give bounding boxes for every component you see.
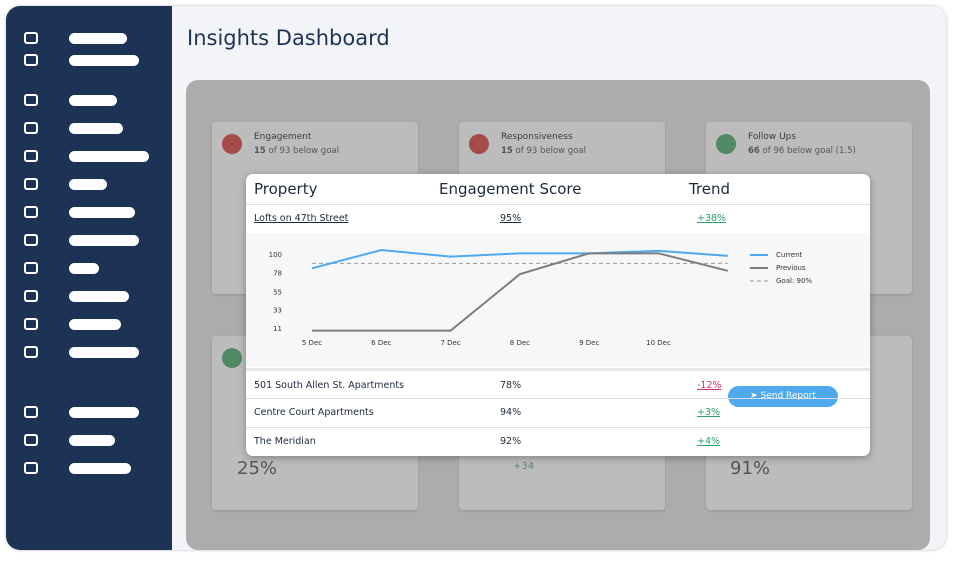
series-line (311, 248, 728, 270)
nav-item[interactable] (69, 263, 99, 274)
nav-icon[interactable] (24, 32, 38, 44)
status-icon (222, 134, 242, 154)
table-row[interactable]: Centre Court Apartments 94% +3% (246, 398, 870, 428)
score: 95% (500, 213, 522, 224)
nav-item[interactable] (69, 347, 139, 358)
nav-item[interactable] (69, 179, 107, 190)
property-name[interactable]: Lofts on 47th Street (254, 213, 349, 224)
nav-icon[interactable] (24, 234, 38, 246)
trend: -12% (697, 380, 722, 391)
nav-icon[interactable] (24, 462, 38, 474)
nav-item[interactable] (69, 151, 149, 162)
x-tick-label: 7 Dec (440, 339, 460, 347)
legend-label: Goal: 90% (776, 277, 812, 285)
x-tick-label: 6 Dec (371, 339, 391, 347)
score: 92% (500, 436, 522, 447)
card-title: Responsiveness (501, 132, 573, 142)
nav-item[interactable] (69, 407, 139, 418)
legend-label: Current (776, 251, 803, 259)
property-popup: Property Engagement Score Trend Lofts on… (246, 174, 870, 456)
nav-item[interactable] (69, 207, 135, 218)
nav-item[interactable] (69, 319, 121, 330)
card-count: 15 (501, 146, 513, 156)
y-tick-label: 100 (269, 251, 282, 259)
series-line (312, 252, 729, 332)
line-chart: 100 78 55 33 11 5 Dec 6 Dec 7 Dec 8 Dec 9 Dec 10 D… (269, 248, 812, 347)
x-tick-label: 5 Dec (302, 339, 322, 347)
property-name[interactable]: Centre Court Apartments (254, 407, 374, 418)
card-summary: 66 of 96 below goal (1.5) (748, 146, 856, 156)
nav-item[interactable] (69, 435, 115, 446)
y-tick-label: 78 (273, 269, 282, 277)
y-tick-label: 33 (273, 307, 282, 315)
x-tick-label: 8 Dec (510, 339, 530, 347)
property-name[interactable]: 501 South Allen St. Apartments (254, 380, 405, 391)
nav-icon[interactable] (24, 434, 38, 446)
score: 94% (500, 407, 522, 418)
nav-item[interactable] (69, 33, 127, 44)
column-header: Trend (689, 180, 731, 198)
legend-label: Previous (776, 264, 806, 272)
nav-item[interactable] (69, 463, 131, 474)
status-icon (469, 134, 489, 154)
nav-item[interactable] (69, 55, 139, 66)
status-icon (222, 348, 242, 368)
nav-icon[interactable] (24, 94, 38, 106)
card-value: +34 (513, 461, 535, 472)
nav-item[interactable] (69, 95, 117, 106)
nav-item[interactable] (69, 291, 129, 302)
card-count: 15 (254, 146, 266, 156)
nav-item[interactable] (69, 123, 123, 134)
x-tick-label: 9 Dec (579, 339, 599, 347)
card-value: 25% (237, 458, 278, 479)
x-tick-label: 10 Dec (646, 339, 671, 347)
card-text: of 93 below goal (268, 146, 339, 156)
nav-icon[interactable] (24, 122, 38, 134)
column-header: Engagement Score (439, 180, 582, 198)
card-text: of 96 below goal (1.5) (762, 146, 856, 156)
nav-icon[interactable] (24, 206, 38, 218)
card-summary: 15 of 93 below goal (254, 146, 339, 156)
card-title: Engagement (254, 132, 312, 142)
card-count: 66 (748, 146, 760, 156)
table-row[interactable]: 501 South Allen St. Apartments 78% -12% (246, 368, 870, 400)
card-title: Follow Ups (748, 132, 797, 142)
nav-item[interactable] (69, 235, 139, 246)
y-tick-label: 11 (273, 325, 282, 333)
trend: +3% (697, 407, 721, 418)
status-icon (716, 134, 736, 154)
property-name[interactable]: The Meridian (254, 436, 316, 447)
table-row[interactable]: Lofts on 47th Street 95% +38% (246, 204, 870, 233)
nav-icon[interactable] (24, 178, 38, 190)
nav-icon[interactable] (24, 318, 38, 330)
nav-icon[interactable] (24, 262, 38, 274)
score: 78% (500, 380, 522, 391)
sidebar (6, 6, 172, 550)
table-row[interactable]: The Meridian 92% +4% (246, 427, 870, 456)
send-report-button[interactable]: ➤ Send Report (728, 386, 838, 407)
nav-icon[interactable] (24, 54, 38, 66)
column-header: Property (254, 180, 318, 198)
y-tick-label: 55 (273, 288, 282, 296)
nav-icon[interactable] (24, 290, 38, 302)
card-value: 91% (730, 458, 771, 479)
trend: +4% (697, 436, 721, 447)
button-label[interactable]: Send Report (760, 391, 816, 401)
trend: +38% (697, 213, 727, 224)
card-text: of 93 below goal (515, 146, 586, 156)
nav-icon[interactable] (24, 150, 38, 162)
chart-area: 100 78 55 33 11 5 Dec 6 Dec 7 Dec 8 Dec 9 Dec 10 D… (246, 233, 870, 407)
nav-icon[interactable] (24, 346, 38, 358)
card-summary: 15 of 93 below goal (501, 146, 586, 156)
page-title: Insights Dashboard (187, 26, 390, 50)
nav-icon[interactable] (24, 406, 38, 418)
